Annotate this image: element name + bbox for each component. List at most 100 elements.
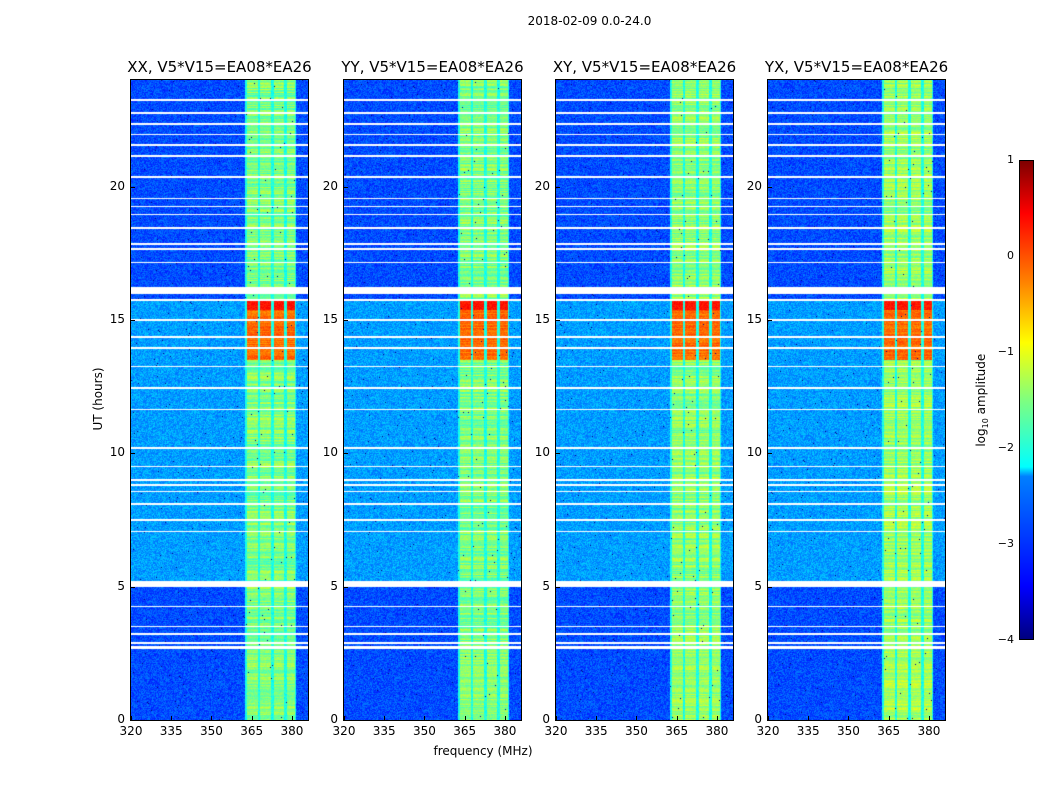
x-tick-mark [424, 716, 426, 720]
y-tick-label: 5 [542, 578, 550, 593]
y-tick-mark [344, 186, 348, 188]
x-tick-label: 380 [917, 724, 941, 738]
colorbar [1019, 160, 1034, 640]
x-tick-mark [211, 716, 213, 720]
x-axis-label: frequency (MHz) [433, 744, 533, 758]
x-tick-mark [888, 716, 890, 720]
x-tick-label: 350 [200, 724, 223, 738]
colorbar-tick-label: −3 [997, 537, 1014, 550]
y-tick-label: 0 [754, 712, 762, 726]
x-tick-label: 320 [544, 724, 568, 738]
x-tick-mark [344, 716, 345, 720]
y-tick-label: 20 [746, 178, 762, 193]
x-tick-mark [716, 716, 718, 720]
y-tick-label: 10 [322, 445, 338, 460]
y-tick-mark [344, 453, 348, 455]
spectrogram-image [131, 80, 308, 720]
colorbar-label-base: 10 [981, 418, 991, 429]
spectrogram-panel-1: XX, V5*V15=EA08*EA26 0 5 10 15 20 320 335 350 365… [110, 58, 312, 738]
y-tick-mark [556, 720, 560, 721]
y-tick-mark [556, 586, 560, 588]
y-tick-mark [344, 586, 348, 588]
y-tick-label: 15 [322, 312, 338, 326]
y-tick-label: 20 [322, 178, 338, 193]
y-tick-mark [556, 186, 560, 188]
x-tick-label: 365 [240, 724, 264, 738]
x-tick-label: 335 [796, 724, 820, 738]
y-tick-label: 0 [330, 712, 338, 726]
x-tick-mark [171, 716, 173, 720]
y-tick-label: 15 [746, 312, 762, 326]
x-tick-mark [291, 716, 293, 720]
y-tick-label: 15 [534, 312, 550, 326]
y-tick-mark [768, 320, 772, 321]
x-tick-label: 320 [756, 724, 780, 738]
x-tick-mark [596, 716, 598, 720]
y-tick-mark [344, 720, 348, 721]
panel-title: YY, V5*V15=EA08*EA26 [341, 58, 524, 76]
y-tick-mark [768, 186, 772, 188]
y-tick-label: 20 [109, 178, 125, 193]
x-tick-label: 365 [665, 724, 689, 738]
colorbar-label: log10 amplitude [974, 300, 990, 500]
spectrogram-panel-2: YY, V5*V15=EA08*EA26 0 5 10 15 20 320 335 350 365… [323, 58, 524, 738]
colorbar-tick-label: −4 [997, 633, 1014, 646]
x-tick-mark [504, 716, 506, 720]
x-tick-mark [808, 716, 810, 720]
x-tick-label: 350 [625, 724, 648, 738]
x-tick-label: 380 [280, 724, 304, 738]
y-tick-mark [131, 586, 135, 588]
panel-title: XX, V5*V15=EA08*EA26 [127, 58, 312, 76]
x-tick-label: 350 [837, 724, 860, 738]
y-tick-mark [131, 320, 135, 321]
y-tick-label: 0 [117, 712, 125, 726]
y-tick-mark [131, 453, 135, 455]
y-tick-label: 5 [330, 578, 338, 593]
y-tick-mark [344, 320, 348, 321]
y-tick-mark [556, 320, 560, 321]
x-tick-mark [131, 716, 132, 720]
y-tick-mark [131, 720, 135, 721]
figure-title: 2018-02-09 0.0-24.0 [527, 14, 652, 28]
x-tick-label: 380 [493, 724, 517, 738]
x-tick-mark [636, 716, 638, 720]
x-tick-mark [768, 716, 769, 720]
panel-title: YX, V5*V15=EA08*EA26 [764, 58, 949, 76]
colorbar-tick-label: −1 [997, 345, 1014, 358]
x-tick-mark [251, 716, 253, 720]
panel-title: XY, V5*V15=EA08*EA26 [552, 58, 737, 76]
y-tick-label: 0 [542, 712, 550, 726]
colorbar-tick-label: 1 [1007, 153, 1014, 166]
y-tick-label: 20 [534, 178, 550, 193]
colorbar-tick-label: −2 [997, 441, 1014, 454]
y-tick-mark [556, 453, 560, 455]
spectrogram-image [768, 80, 945, 720]
x-tick-label: 365 [877, 724, 901, 738]
colorbar-label-log: log [973, 428, 988, 447]
spectrogram-panel-3: XY, V5*V15=EA08*EA26 0 5 10 15 20 320 335 350 365… [535, 58, 736, 738]
y-tick-label: 10 [109, 445, 125, 460]
x-tick-label: 365 [453, 724, 477, 738]
x-tick-label: 335 [372, 724, 396, 738]
x-tick-label: 335 [584, 724, 608, 738]
y-tick-label: 5 [754, 578, 762, 593]
colorbar-tick-label: 0 [1007, 249, 1014, 262]
y-tick-mark [768, 720, 772, 721]
y-tick-mark [768, 586, 772, 588]
x-tick-label: 380 [705, 724, 729, 738]
y-axis-label: UT (hours) [91, 367, 105, 431]
x-tick-label: 335 [159, 724, 183, 738]
y-tick-mark [131, 186, 135, 188]
y-tick-label: 5 [117, 578, 125, 593]
spectrogram-image [344, 80, 521, 720]
x-tick-mark [848, 716, 850, 720]
x-tick-mark [676, 716, 678, 720]
x-tick-label: 350 [413, 724, 436, 738]
x-tick-mark [464, 716, 466, 720]
spectrogram-panel-4: YX, V5*V15=EA08*EA26 0 5 10 15 20 320 335 350 365… [747, 58, 948, 738]
spectrogram-image [556, 80, 733, 720]
x-tick-mark [556, 716, 557, 720]
x-tick-label: 320 [332, 724, 356, 738]
x-tick-mark [384, 716, 386, 720]
y-tick-label: 10 [534, 445, 550, 460]
